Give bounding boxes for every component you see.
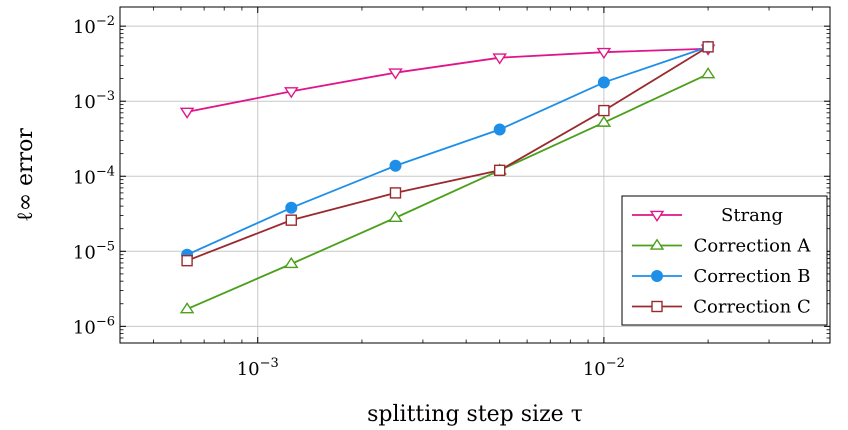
y-axis-label: ℓ∞ error	[13, 128, 38, 222]
series-line-correction-c	[186, 46, 709, 262]
plot-frame	[119, 6, 831, 344]
legend-item-strang: Strang	[632, 205, 783, 226]
y-tick-label: 10−6	[73, 314, 115, 338]
data-point-correction-c	[702, 41, 714, 53]
data-point-correction-c	[285, 214, 297, 226]
legend-item-correction-c: Correction C	[632, 297, 811, 318]
data-point-strang	[388, 68, 403, 80]
data-point-correction-a	[700, 67, 716, 79]
data-point-correction-c	[181, 254, 193, 267]
y-tick-label: 10−4	[73, 164, 115, 188]
data-point-correction-b	[493, 123, 506, 136]
y-tick-label: 10−3	[73, 89, 115, 113]
x-tick-label: 10−3	[237, 356, 279, 380]
series-line-correction-a	[186, 73, 709, 310]
x-tick-label: 10−2	[583, 356, 625, 380]
legend-label: Correction A	[694, 236, 812, 257]
data-point-correction-a	[284, 256, 299, 269]
data-point-correction-c	[389, 187, 402, 199]
data-point-correction-b	[285, 201, 298, 214]
legend-label: Correction B	[694, 266, 811, 287]
series-line-correction-b	[186, 45, 709, 256]
series-strang	[179, 44, 716, 119]
series-layer	[179, 40, 716, 314]
legend-label: Correction C	[693, 297, 810, 318]
tick-labels: 10−3 10−2 10−6 10−5 10−4 10−3 10−2	[73, 14, 625, 380]
data-point-strang	[284, 87, 299, 99]
y-tick-label: 10−5	[73, 239, 115, 263]
y-tick-label: 10−2	[73, 14, 115, 38]
data-point-correction-a	[179, 302, 195, 314]
legend: Strang Correction A Correction B Correction…	[621, 195, 828, 326]
data-point-correction-b	[597, 76, 610, 89]
data-point-strang	[596, 47, 612, 60]
data-point-correction-b	[389, 159, 402, 172]
data-point-strang	[179, 107, 195, 119]
legend-item-correction-a: Correction A	[632, 236, 811, 257]
legend-label: Strang	[721, 205, 783, 226]
data-point-correction-a	[596, 115, 612, 127]
data-point-strang	[492, 53, 507, 65]
legend-marker	[651, 270, 663, 282]
x-axis-label: splitting step size τ	[367, 402, 583, 427]
legend-marker	[649, 210, 665, 222]
data-point-correction-a	[388, 210, 403, 223]
legend-marker	[649, 238, 665, 250]
data-point-correction-c	[598, 104, 610, 117]
series-correction-c	[181, 41, 714, 267]
legend-marker	[651, 300, 663, 313]
legend-item-correction-b: Correction B	[632, 266, 810, 287]
data-point-correction-c	[493, 164, 506, 177]
series-line-strang	[186, 47, 709, 113]
